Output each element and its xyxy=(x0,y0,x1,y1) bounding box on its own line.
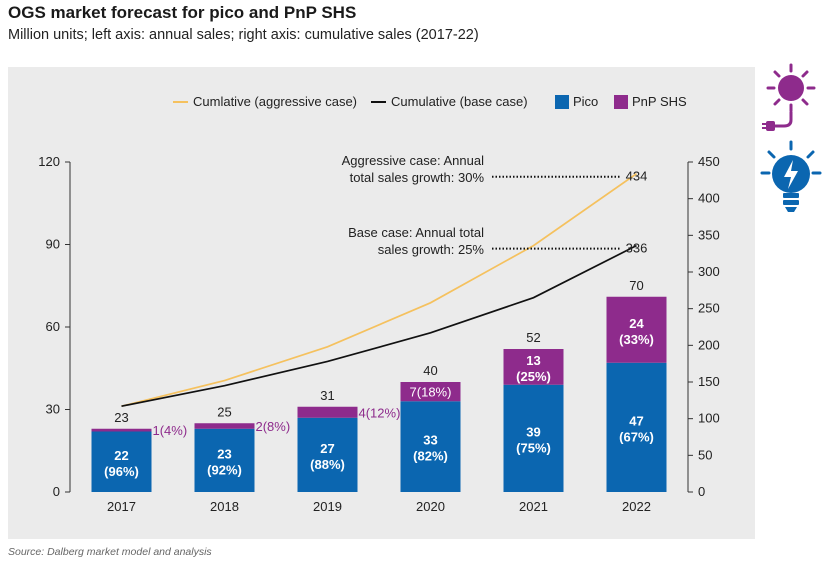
line-aggressive-case xyxy=(121,173,637,408)
right-axis-tick-label: 350 xyxy=(698,227,720,242)
bar-pico xyxy=(606,362,667,492)
chart-svg: 030609012005010015020025030035040045022(… xyxy=(38,94,720,514)
bar-label-pnp-shs: 4(12%) xyxy=(359,405,401,420)
x-axis-tick-label: 2017 xyxy=(107,499,136,514)
line-base-case xyxy=(121,244,637,408)
right-axis-tick-label: 250 xyxy=(698,301,720,316)
bar-label-pico: (82%) xyxy=(413,449,448,464)
bar-total-label: 70 xyxy=(629,278,643,293)
bar-label-pico: (92%) xyxy=(207,462,242,477)
bar-label-pnp-shs: (33%) xyxy=(619,332,654,347)
bar-label-pico: 39 xyxy=(526,424,540,439)
right-axis-tick-label: 100 xyxy=(698,411,720,426)
bar-pnp-shs xyxy=(194,423,255,429)
legend-label-aggressive: Cumlative (aggressive case) xyxy=(193,94,357,109)
line-end-label: 336 xyxy=(626,241,648,256)
left-axis-tick-label: 120 xyxy=(38,154,60,169)
x-axis-tick-label: 2021 xyxy=(519,499,548,514)
chart-title: OGS market forecast for pico and PnP SHS xyxy=(8,3,357,22)
bar-pico xyxy=(194,428,255,492)
annotation-text: total sales growth: 30% xyxy=(350,170,485,185)
chart-panel: 0 30 60 90 120 0 50 100 150 200 250 300 350 400 450 22(… xyxy=(8,67,755,539)
line-end-label: 434 xyxy=(626,169,648,184)
left-axis-tick-label: 0 xyxy=(53,484,60,499)
bar-label-pnp-shs: 13 xyxy=(526,353,540,368)
annotation-text: sales growth: 25% xyxy=(378,242,485,257)
bar-label-pico: (88%) xyxy=(310,457,345,472)
bar-pnp-shs xyxy=(400,382,461,402)
left-axis-tick-label: 90 xyxy=(46,237,60,252)
left-axis-tick-label: 60 xyxy=(46,319,60,334)
right-axis-tick-label: 0 xyxy=(698,484,705,499)
bar-label-pico: (67%) xyxy=(619,429,654,444)
right-axis-tick-label: 400 xyxy=(698,191,720,206)
bar-pnp-shs xyxy=(503,349,564,385)
bar-label-pnp-shs: 1(4%) xyxy=(153,423,188,438)
bar-pico xyxy=(400,401,461,492)
bar-label-pnp-shs: 2(8%) xyxy=(256,419,291,434)
bar-pnp-shs xyxy=(91,428,152,432)
bar-pnp-shs xyxy=(297,406,358,418)
bar-total-label: 40 xyxy=(423,363,437,378)
bar-total-label: 31 xyxy=(320,388,334,403)
bar-label-pnp-shs: (25%) xyxy=(516,369,551,384)
bar-label-pnp-shs: 7(18%) xyxy=(410,385,452,400)
chart-subtitle: Million units; left axis: annual sales; … xyxy=(8,27,479,43)
bar-label-pnp-shs: 24 xyxy=(629,316,644,331)
legend-label-pnp-shs: PnP SHS xyxy=(632,94,687,109)
right-axis-tick-label: 50 xyxy=(698,447,712,462)
solar-lightbulb-icon xyxy=(760,140,822,221)
bar-pnp-shs xyxy=(606,296,667,363)
bar-label-pico: (96%) xyxy=(104,464,139,479)
right-axis-tick-label: 450 xyxy=(698,154,720,169)
bar-label-pico: 22 xyxy=(114,448,128,463)
x-axis-tick-label: 2019 xyxy=(313,499,342,514)
bar-pico xyxy=(297,417,358,492)
annotation-text: Aggressive case: Annual xyxy=(342,153,484,168)
bar-pico xyxy=(91,431,152,492)
bar-total-label: 52 xyxy=(526,330,540,345)
x-axis-tick-label: 2020 xyxy=(416,499,445,514)
source-note: Source: Dalberg market model and analysi… xyxy=(8,546,212,558)
solar-sun-plug-icon xyxy=(760,62,822,141)
x-axis-tick-label: 2018 xyxy=(210,499,239,514)
bar-total-label: 25 xyxy=(217,404,231,419)
x-axis-tick-label: 2022 xyxy=(622,499,651,514)
bar-label-pico: 23 xyxy=(217,446,231,461)
annotation-text: Base case: Annual total xyxy=(348,225,484,240)
bar-pico xyxy=(503,384,564,492)
left-axis-tick-label: 30 xyxy=(46,402,60,417)
bar-total-label: 23 xyxy=(114,410,128,425)
legend-label-base: Cumulative (base case) xyxy=(391,94,528,109)
right-axis-tick-label: 200 xyxy=(698,337,720,352)
legend-label-pico: Pico xyxy=(573,94,598,109)
bar-label-pico: 47 xyxy=(629,413,643,428)
legend-swatch-pnp-shs xyxy=(614,95,628,109)
legend-swatch-pico xyxy=(555,95,569,109)
right-axis-tick-label: 300 xyxy=(698,264,720,279)
bar-label-pico: 27 xyxy=(320,441,334,456)
bar-label-pico: (75%) xyxy=(516,440,551,455)
bar-label-pico: 33 xyxy=(423,433,437,448)
right-axis-tick-label: 150 xyxy=(698,374,720,389)
